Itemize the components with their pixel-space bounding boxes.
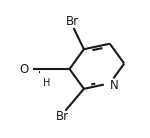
Text: Br: Br: [56, 110, 69, 123]
Text: O: O: [20, 63, 29, 75]
Text: N: N: [110, 79, 118, 92]
Text: H: H: [43, 78, 50, 88]
Text: Br: Br: [66, 15, 79, 28]
